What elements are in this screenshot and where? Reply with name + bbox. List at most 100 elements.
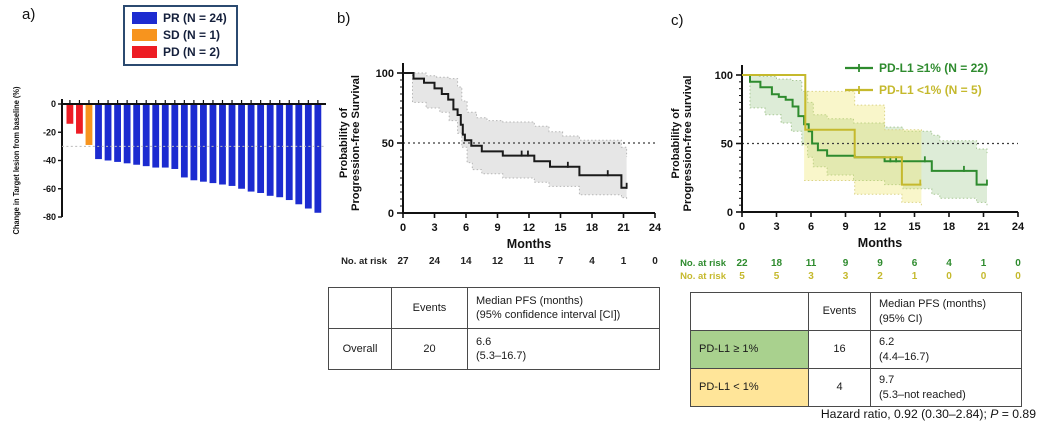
at-risk-count: 4 xyxy=(946,258,952,269)
y-tick-label: 0 xyxy=(727,207,733,219)
median-pfs-value-overall: 6.6 (5.3–16.7) xyxy=(467,328,660,370)
at-risk-count: 9 xyxy=(877,258,883,269)
at-risk-count: 5 xyxy=(739,271,745,282)
row-label-overall: Overall xyxy=(328,328,392,370)
at-risk-count: 11 xyxy=(806,258,817,269)
waterfall-bar xyxy=(171,105,179,169)
at-risk-count: 22 xyxy=(736,258,748,269)
x-tick-label: 6 xyxy=(808,221,814,233)
x-tick-label: 12 xyxy=(523,222,535,234)
header-blank-cell xyxy=(328,287,392,329)
x-tick-label: 9 xyxy=(494,222,500,234)
x-tick-label: 3 xyxy=(431,222,437,234)
hazard-ratio-text: Hazard ratio, 0.92 (0.30–2.84); xyxy=(820,407,991,421)
at-risk-count: 3 xyxy=(843,271,849,282)
at-risk-count: 1 xyxy=(981,258,987,269)
at-risk-count: 6 xyxy=(912,258,918,269)
sd-legend-label: SD (N = 1) xyxy=(163,28,221,42)
legend-label: PD-L1 ≥1% (N = 22) xyxy=(879,61,988,75)
waterfall-bar xyxy=(200,105,207,182)
x-tick-label: 18 xyxy=(943,221,955,233)
p-value-symbol: P xyxy=(990,407,999,421)
y-axis-label: Probability ofProgression-free survival xyxy=(670,76,694,212)
header-median-pfs-cell: Median PFS (months) (95% CI) xyxy=(870,292,1022,331)
header-events-cell: Events xyxy=(808,292,871,331)
waterfall-bar xyxy=(190,105,198,181)
pfs-overall-table: Events Median PFS (months) (95% confiden… xyxy=(328,287,660,370)
row-label-pdl1-low: PD-L1 < 1% xyxy=(690,368,809,407)
legend-label: PD-L1 <1% (N = 5) xyxy=(879,83,982,97)
at-risk-count: 18 xyxy=(771,258,783,269)
at-risk-count: 4 xyxy=(589,256,595,267)
y-tick-label: -20 xyxy=(43,127,56,137)
ci-band xyxy=(403,73,627,199)
waterfall-bar xyxy=(276,105,284,198)
km-curve xyxy=(742,74,987,186)
legend-item-sd: SD (N = 1) xyxy=(132,28,227,42)
at-risk-count: 1 xyxy=(621,256,627,267)
header-events-cell: Events xyxy=(391,287,468,329)
waterfall-bar xyxy=(304,105,312,209)
table-row-pdl1-low: PD-L1 < 1% 4 9.7 (5.3–not reached) xyxy=(690,368,1022,407)
y-tick-label: 100 xyxy=(376,68,394,80)
ci-upper-edge xyxy=(804,90,922,133)
table-row-overall: Overall 20 6.6 (5.3–16.7) xyxy=(328,328,660,370)
pr-legend-label: PR (N = 24) xyxy=(163,11,227,25)
x-tick-label: 12 xyxy=(874,221,886,233)
table-header-row: Events Median PFS (months) (95% CI) xyxy=(690,292,1022,331)
at-risk-count: 2 xyxy=(877,271,883,282)
waterfall-bar xyxy=(123,105,131,164)
waterfall-bar xyxy=(228,105,236,186)
x-axis-title: Months xyxy=(858,236,902,250)
x-tick-label: 18 xyxy=(586,222,598,234)
waterfall-bar xyxy=(247,105,255,192)
y-tick-label: -80 xyxy=(43,212,56,222)
at-risk-count: 7 xyxy=(558,256,564,267)
waterfall-bar xyxy=(104,105,112,161)
y-tick-label: -60 xyxy=(43,184,56,194)
at-risk-count: 0 xyxy=(1015,258,1021,269)
waterfall-bar xyxy=(219,105,226,185)
ci-band xyxy=(804,91,922,207)
at-risk-count: 0 xyxy=(981,271,987,282)
at-risk-count: 0 xyxy=(1015,271,1021,282)
at-risk-row-label: No. at risk xyxy=(680,271,727,282)
events-value-overall: 20 xyxy=(391,328,468,370)
legend-item-pr: PR (N = 24) xyxy=(132,11,227,25)
p-value-text: = 0.89 xyxy=(998,407,1036,421)
median-pfs-value-pdl1-low: 9.7 (5.3–not reached) xyxy=(870,368,1022,407)
at-risk-row-label: No. at risk xyxy=(680,258,727,269)
waterfall-bar xyxy=(66,105,74,124)
pfs-overall-km-chart: 0 3 6 9 12 15 18 21 24 0 50 100 Probability ofProgre… xyxy=(338,63,662,267)
ci-lower-edge xyxy=(742,74,988,206)
ci-upper-edge xyxy=(742,74,988,154)
at-risk-count: 3 xyxy=(808,271,814,282)
legend-item-pd: PD (N = 2) xyxy=(132,45,227,59)
y-tick-label: -40 xyxy=(43,156,56,166)
pr-color-swatch xyxy=(132,12,157,24)
y-tick-label: 50 xyxy=(721,139,733,151)
x-tick-label: 21 xyxy=(617,222,629,234)
at-risk-count: 0 xyxy=(652,256,658,267)
waterfall-chart: Change in Target lesion from baseline (%… xyxy=(11,86,326,235)
events-value-pdl1-high: 16 xyxy=(808,330,871,369)
waterfall-bar xyxy=(295,105,303,205)
at-risk-count: 27 xyxy=(397,256,409,267)
x-tick-label: 24 xyxy=(1012,221,1025,233)
row-label-pdl1-high: PD-L1 ≥ 1% xyxy=(690,330,809,369)
ci-lower-edge xyxy=(403,72,628,199)
y-tick-label: 0 xyxy=(388,208,394,220)
x-tick-label: 0 xyxy=(739,221,745,233)
at-risk-count: 5 xyxy=(774,271,780,282)
y-axis-label: Probability ofProgression-free Survival xyxy=(338,75,362,211)
x-tick-label: 3 xyxy=(773,221,779,233)
pd-color-swatch xyxy=(132,46,157,58)
at-risk-count: 24 xyxy=(429,256,441,267)
sd-color-swatch xyxy=(132,29,157,41)
y-tick-label: 100 xyxy=(715,70,733,82)
waterfall-bar xyxy=(142,105,150,167)
km-curve xyxy=(742,74,922,186)
pd-legend-label: PD (N = 2) xyxy=(163,45,221,59)
